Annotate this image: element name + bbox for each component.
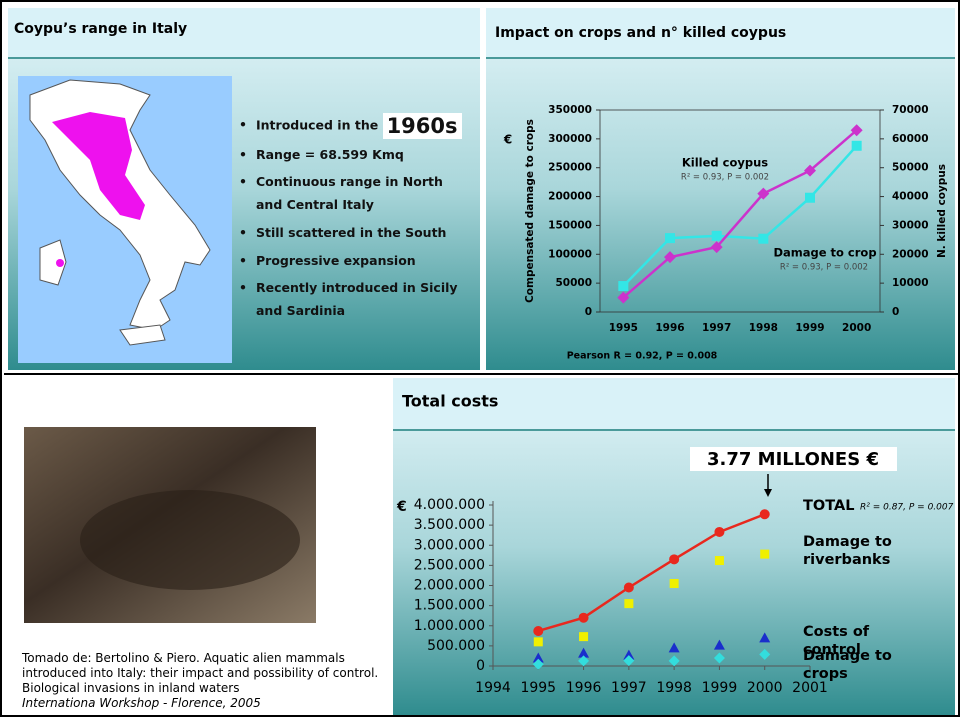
y-tick-label: 2.000.000 xyxy=(414,578,485,594)
photo-shape xyxy=(80,490,300,590)
chart-title: Impact on crops and n° killed coypus xyxy=(495,25,786,41)
marker xyxy=(758,234,768,244)
y2-tick-label: 30000 xyxy=(892,219,929,231)
legend-label: Damage to crop xyxy=(773,246,876,260)
y-tick-label: 3.500.000 xyxy=(414,517,485,533)
citation: introduced into Italy: their impact and … xyxy=(22,666,378,680)
x-tick-label: 1994 xyxy=(475,680,511,696)
marker xyxy=(714,527,724,537)
y-tick-label: 500.000 xyxy=(427,638,485,654)
y-tick-label: 2.500.000 xyxy=(414,557,485,573)
range-spot xyxy=(56,259,64,267)
bullet: Still scattered in the South xyxy=(256,221,471,244)
y2-tick-label: 50000 xyxy=(892,162,929,174)
marker xyxy=(670,579,679,588)
x-tick-label: 1995 xyxy=(520,680,556,696)
panel-title: Coypu’s range in Italy xyxy=(14,21,187,37)
y-tick-label: 100000 xyxy=(548,248,592,260)
bullet: Range = 68.599 Kmq xyxy=(256,143,471,166)
y-tick-label: 350000 xyxy=(548,104,592,116)
legend-label: Damage to crops xyxy=(803,647,923,683)
annotation: R² = 0.93, P = 0.002 xyxy=(780,263,868,273)
marker xyxy=(579,632,588,641)
x-tick-label: 1996 xyxy=(655,322,684,334)
y-tick-label: 300000 xyxy=(548,133,592,145)
marker xyxy=(760,509,770,519)
y2-tick-label: 20000 xyxy=(892,248,929,260)
marker xyxy=(852,141,862,151)
x-tick-label: 1996 xyxy=(566,680,602,696)
marker xyxy=(669,554,679,564)
slide: Coypu’s range in Italy Impact on crops a… xyxy=(0,0,960,717)
highlight: 1960s xyxy=(383,113,462,139)
bullet: Continuous range in North and Central It… xyxy=(256,170,471,216)
y2-tick-label: 60000 xyxy=(892,133,929,145)
bullet: Introduced in the 1960s xyxy=(256,113,471,139)
bullet: Recently introduced in Sicily and Sardin… xyxy=(256,276,471,322)
y-tick-label: 50000 xyxy=(555,277,592,289)
citation: Biological invasions in inland waters xyxy=(22,681,240,695)
marker xyxy=(715,556,724,565)
y-unit: € xyxy=(503,133,512,147)
y2-axis-label: N. killed coypus xyxy=(936,164,948,258)
slide-graphics: Coypu’s range in Italy Impact on crops a… xyxy=(0,0,960,717)
y2-tick-label: 40000 xyxy=(892,191,929,203)
y-tick-label: 150000 xyxy=(548,219,592,231)
y-tick-label: 200000 xyxy=(548,191,592,203)
x-tick-label: 1997 xyxy=(611,680,647,696)
x-tick-label: 1995 xyxy=(609,322,638,334)
annotation: Pearson R = 0.92, P = 0.008 xyxy=(567,351,718,362)
x-tick-label: 2000 xyxy=(842,322,871,334)
bullet-text: Introduced in the xyxy=(256,118,378,133)
panel-bg xyxy=(486,8,955,370)
y-tick-label: 3.000.000 xyxy=(414,537,485,553)
marker xyxy=(534,637,543,646)
legend-label: Damage to riverbanks xyxy=(803,533,923,569)
x-tick-label: 1998 xyxy=(656,680,692,696)
marker xyxy=(618,281,628,291)
y-tick-label: 1.000.000 xyxy=(414,618,485,634)
marker xyxy=(805,193,815,203)
chart-title: Total costs xyxy=(402,392,498,411)
y2-tick-label: 70000 xyxy=(892,104,929,116)
marker xyxy=(760,550,769,559)
citation: Tomado de: Bertolino & Piero. Aquatic al… xyxy=(22,651,345,665)
y-unit: € xyxy=(396,499,407,515)
marker xyxy=(533,626,543,636)
legend-label: Killed coypus xyxy=(682,156,768,170)
y2-tick-label: 0 xyxy=(892,306,899,318)
y-tick-label: 0 xyxy=(476,658,485,674)
y-tick-label: 4.000.000 xyxy=(414,497,485,513)
marker xyxy=(665,233,675,243)
x-tick-label: 1999 xyxy=(795,322,824,334)
marker xyxy=(624,599,633,608)
marker xyxy=(579,613,589,623)
y-axis-label: Compensated damage to crops xyxy=(524,119,536,303)
x-tick-label: 1997 xyxy=(702,322,731,334)
annotation: R² = 0.93, P = 0.002 xyxy=(681,173,769,183)
marker xyxy=(624,583,634,593)
legend-label: TOTAL xyxy=(803,497,923,515)
marker xyxy=(712,231,722,241)
y-tick-label: 1.500.000 xyxy=(414,598,485,614)
y-tick-label: 0 xyxy=(585,306,592,318)
citation: Internationa Workshop - Florence, 2005 xyxy=(22,696,261,710)
x-tick-label: 1998 xyxy=(749,322,778,334)
x-tick-label: 2000 xyxy=(747,680,783,696)
y-tick-label: 250000 xyxy=(548,162,592,174)
x-tick-label: 1999 xyxy=(702,680,738,696)
y2-tick-label: 10000 xyxy=(892,277,929,289)
callout: 3.77 MILLONES € xyxy=(707,449,879,470)
bullet: Progressive expansion xyxy=(256,249,471,272)
